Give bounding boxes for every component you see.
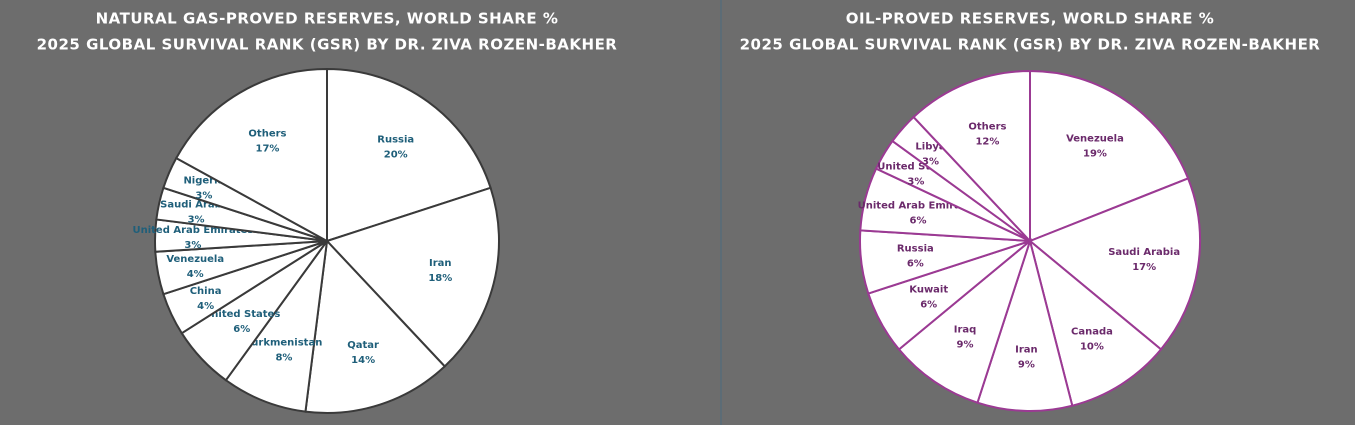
slice-label: United States: [203, 309, 280, 320]
slice-label: Iran: [429, 258, 452, 269]
slice-label: Nigeria: [183, 176, 224, 187]
pie-slice: [1029, 69, 1190, 243]
pie-slice: [897, 238, 1033, 404]
slice-label: United Arab Emirates: [858, 200, 979, 211]
slice-label: United Arab Emirates: [132, 225, 253, 236]
slice-value-label: 19%: [1083, 148, 1107, 159]
slice-label: Kuwait: [909, 285, 948, 296]
chart-title: OIL-PROVED RESERVES, WORLD SHARE %: [846, 10, 1215, 28]
slice-label: Saudi Arabia: [1108, 247, 1180, 258]
slice-label: United States: [877, 162, 954, 173]
slice-label: Saudi Arabia: [160, 200, 232, 211]
chart-title: NATURAL GAS-PROVED RESERVES, WORLD SHARE…: [96, 10, 559, 28]
slice-value-label: 6%: [907, 258, 924, 269]
slice-label: Qatar: [347, 340, 379, 351]
slice-value-label: 17%: [255, 143, 279, 154]
slice-value-label: 6%: [233, 324, 250, 335]
slice-value-label: 20%: [384, 149, 408, 160]
slice-label: Others: [968, 122, 1006, 133]
slice-value-label: 3%: [188, 215, 205, 226]
slice-value-label: 9%: [957, 340, 974, 351]
pie-slice: [1028, 238, 1163, 407]
slice-value-label: 9%: [1018, 360, 1035, 371]
slice-value-label: 3%: [907, 177, 924, 188]
slice-label: Russia: [897, 243, 934, 254]
slice-value-label: 12%: [975, 137, 999, 148]
slice-label: Iraq: [954, 325, 977, 336]
slice-label: Venezuela: [166, 254, 224, 265]
slice-value-label: 3%: [922, 156, 939, 167]
slice-value-label: 4%: [197, 301, 214, 312]
pie-slice: [326, 67, 492, 243]
slice-label: Turkmenistan: [246, 338, 323, 349]
chart-subtitle: 2025 GLOBAL SURVIVAL RANK (GSR) BY DR. Z…: [740, 36, 1321, 54]
chart-subtitle: 2025 GLOBAL SURVIVAL RANK (GSR) BY DR. Z…: [37, 36, 618, 54]
slice-value-label: 3%: [184, 240, 201, 251]
slice-label: Iran: [1015, 345, 1038, 356]
slice-label: Russia: [377, 134, 414, 145]
pie-slice: [976, 237, 1074, 413]
pie-slice: [912, 69, 1031, 244]
pie-slice: [304, 238, 447, 414]
slice-value-label: 14%: [351, 355, 375, 366]
slice-label: Libya: [915, 141, 945, 152]
slice-label: Canada: [1071, 327, 1113, 338]
pie-slice: [174, 67, 328, 243]
slice-label: China: [190, 286, 222, 297]
slice-value-label: 8%: [275, 353, 292, 364]
slice-value-label: 6%: [910, 215, 927, 226]
slice-value-label: 3%: [195, 191, 212, 202]
slice-value-label: 17%: [1132, 262, 1156, 273]
slice-label: Venezuela: [1066, 133, 1124, 144]
slice-value-label: 18%: [428, 273, 452, 284]
slice-value-label: 10%: [1080, 342, 1104, 353]
pie-slice: [1028, 177, 1201, 351]
slice-value-label: 4%: [187, 269, 204, 280]
pie-slice: [325, 186, 500, 368]
slice-value-label: 6%: [920, 300, 937, 311]
slice-label: Others: [248, 128, 286, 139]
